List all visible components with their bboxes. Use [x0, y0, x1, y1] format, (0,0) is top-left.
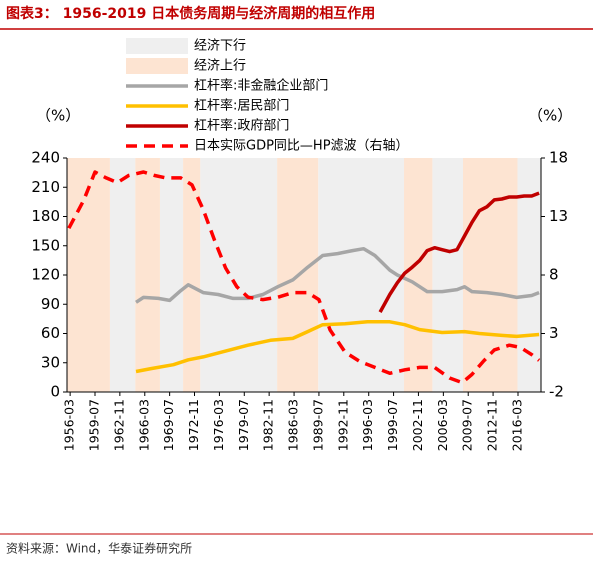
x-tick-label: 1989-07: [310, 399, 325, 451]
x-tick-label: 2009-07: [460, 399, 475, 451]
y-tick-label: 90: [41, 295, 60, 313]
y-tick-label: 60: [41, 324, 60, 342]
legend-swatch: [126, 58, 188, 74]
band: [462, 158, 518, 392]
y-axis-label: （%）: [36, 107, 80, 125]
y2-tick-label: -2: [549, 383, 564, 401]
y2-axis-label: （%）: [528, 107, 572, 125]
legend-swatch: [126, 38, 188, 54]
legend-label: 日本实际GDP同比—HP滤波（右轴）: [194, 139, 409, 154]
y2-tick-label: 3: [549, 324, 559, 342]
legend-label: 杠杆率:非金融企业部门: [194, 78, 328, 94]
band: [318, 158, 405, 392]
x-tick-label: 1956-03: [62, 399, 77, 451]
legend-label: 杠杆率:政府部门: [194, 118, 289, 134]
y-tick-label: 0: [50, 383, 60, 401]
x-tick-label: 1966-03: [136, 399, 151, 451]
series-line: [135, 320, 540, 374]
x-tick-label: 1969-07: [161, 399, 176, 451]
x-tick-label: 1979-07: [236, 399, 251, 451]
band: [432, 158, 463, 392]
x-tick-label: 1972-11: [186, 399, 201, 451]
band: [404, 158, 433, 392]
band: [109, 158, 136, 392]
band: [200, 158, 278, 392]
x-tick-label: 1999-07: [385, 399, 400, 451]
legend-label: 经济上行: [194, 59, 246, 74]
y-tick-label: 210: [31, 178, 60, 196]
x-tick-label: 2002-11: [410, 399, 425, 451]
legend-label: 经济下行: [194, 39, 246, 54]
chart-title: 图表3： 1956-2019 日本债务周期与经济周期的相互作用: [6, 5, 375, 22]
y-tick-label: 30: [41, 353, 60, 371]
y-tick-label: 150: [31, 236, 60, 254]
y-tick-label: 240: [31, 149, 60, 167]
legend-label: 杠杆率:居民部门: [194, 98, 289, 114]
x-tick-label: 1992-11: [335, 399, 350, 451]
band: [67, 158, 110, 392]
source: 资料来源：Wind，华泰证券研究所: [6, 541, 192, 556]
y-tick-label: 180: [31, 207, 60, 225]
x-tick-label: 2012-11: [485, 399, 500, 451]
x-tick-label: 1982-11: [261, 399, 276, 451]
band: [135, 158, 160, 392]
band: [183, 158, 201, 392]
x-tick-label: 1996-03: [360, 399, 375, 451]
series-line: [378, 191, 540, 313]
series-line: [67, 170, 541, 385]
x-tick-label: 1986-03: [286, 399, 301, 451]
y-tick-label: 120: [31, 266, 60, 284]
x-tick-label: 2016-03: [510, 399, 525, 451]
y2-tick-label: 8: [549, 266, 559, 284]
y2-tick-label: 13: [549, 207, 568, 225]
series-line: [135, 246, 540, 304]
y2-tick-label: 18: [549, 149, 568, 167]
x-tick-label: 1976-03: [211, 399, 226, 451]
x-tick-label: 1962-11: [111, 399, 126, 451]
x-tick-label: 2006-03: [435, 399, 450, 451]
x-tick-label: 1959-07: [86, 399, 101, 451]
band: [159, 158, 184, 392]
